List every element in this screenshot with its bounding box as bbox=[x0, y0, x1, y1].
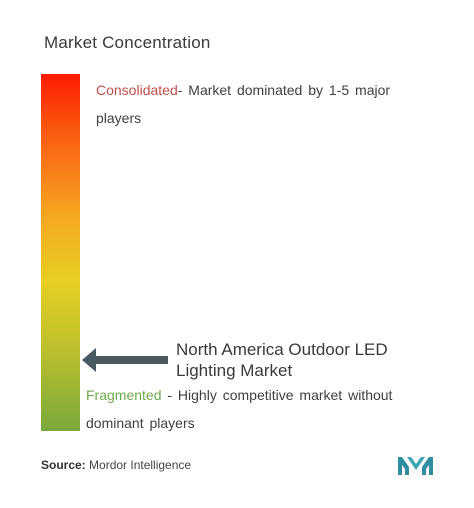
fragmented-description: Fragmented - Highly competitive market w… bbox=[86, 381, 426, 437]
consolidated-label: Consolidated bbox=[96, 82, 178, 98]
left-arrow-icon bbox=[82, 348, 168, 372]
fragmented-text: - Highly competitive market without domi… bbox=[86, 387, 393, 431]
market-position-label: North America Outdoor LED Lighting Marke… bbox=[176, 340, 388, 380]
fragmented-label: Fragmented bbox=[86, 387, 162, 403]
source-text: Mordor Intelligence bbox=[85, 458, 192, 472]
mordor-intelligence-logo bbox=[398, 457, 433, 475]
concentration-gradient-bar bbox=[41, 74, 80, 431]
chart-title: Market Concentration bbox=[44, 33, 211, 52]
consolidated-description: Consolidated- Market dominated by 1-5 ma… bbox=[96, 76, 426, 132]
source-note: Source: Mordor Intelligence bbox=[41, 458, 191, 472]
source-label: Source: bbox=[41, 458, 86, 472]
consolidated-text: - Market dominated by 1-5 major players bbox=[96, 82, 391, 126]
